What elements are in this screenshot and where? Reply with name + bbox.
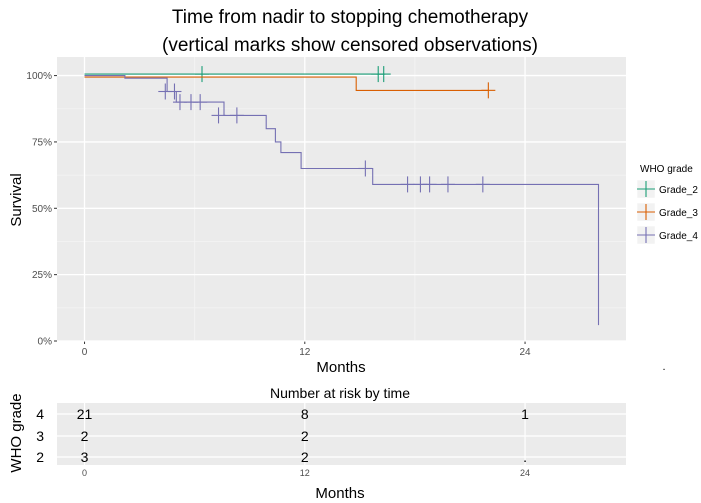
x-axis-label: Months [316,359,365,376]
legend-title: WHO grade [640,164,693,175]
y-axis-label: Survival [8,173,25,226]
risk-count: 2 [81,428,89,444]
y-tick-label: 25% [32,270,52,281]
risk-y-axis-label: WHO grade [8,393,25,472]
km-line-grade-3 [84,76,489,91]
risk-count: 2 [301,449,309,465]
chart-subtitle: (vertical marks show censored observatio… [162,35,538,56]
risk-count: 21 [77,406,93,422]
risk-table-title: Number at risk by time [270,385,410,401]
x-tick-label: 12 [299,347,311,358]
risk-x-axis-label: Months [315,485,364,502]
risk-count: . [523,449,527,465]
risk-x-tick-label: 12 [300,468,310,478]
legend-label: Grade_2 [659,185,698,196]
chart-title: Time from nadir to stopping chemotherapy [172,7,529,28]
risk-row-label: 3 [36,428,44,444]
risk-count: 1 [521,406,529,422]
y-tick-label: 0% [38,337,53,348]
risk-count: 3 [81,449,89,465]
risk-x-tick-label: 0 [82,468,87,478]
risk-row-label: 2 [36,449,44,465]
risk-row-label: 4 [36,406,44,422]
risk-x-tick-label: 24 [520,468,530,478]
risk-count: 8 [301,406,309,422]
y-tick-label: 50% [32,204,52,215]
x-tick-label: 0 [82,347,88,358]
legend-label: Grade_3 [659,208,698,219]
legend-label: Grade_4 [659,231,698,242]
plot-panel [57,57,626,341]
km-line-grade-4 [84,75,600,326]
risk-count: 2 [301,428,309,444]
stray-mark: . [662,361,665,373]
risk-table-panel [57,403,626,465]
x-tick-label: 24 [519,347,531,358]
y-tick-label: 100% [26,71,52,82]
y-tick-label: 75% [32,137,52,148]
